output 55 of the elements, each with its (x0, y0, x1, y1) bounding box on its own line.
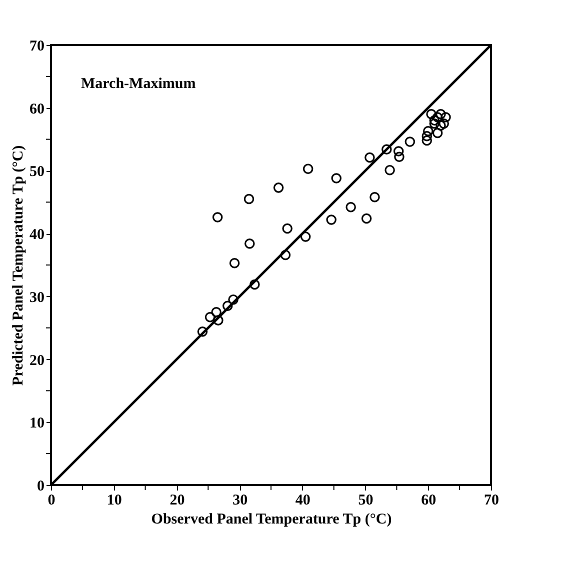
point (432, 128, 443, 138)
x-tick-label: 70 (484, 492, 499, 508)
point (250, 279, 260, 290)
point (422, 135, 432, 146)
point (204, 312, 216, 322)
y-tick-label: 10 (30, 416, 44, 432)
point (300, 232, 311, 242)
point (222, 300, 233, 311)
point (440, 112, 451, 122)
point (436, 109, 446, 120)
point (326, 214, 336, 225)
point (229, 258, 240, 268)
point (423, 126, 434, 136)
x-tick-label: 30 (232, 492, 248, 508)
x-tick-label: 0 (48, 492, 56, 508)
point (438, 118, 449, 129)
y-tick-label: 60 (30, 101, 44, 118)
point (302, 164, 314, 174)
point (331, 173, 342, 184)
point (429, 118, 440, 129)
x-tick-label: 10 (106, 492, 122, 508)
y-axis-title: Predicted Panel Temperature Tp (°C) (10, 145, 26, 386)
annotation: March-Maximum (81, 76, 196, 92)
y-tick-label: 0 (37, 478, 44, 494)
y-tick-label: 50 (30, 164, 44, 180)
y-tick-label: 30 (30, 290, 44, 306)
point (361, 213, 372, 224)
point (273, 182, 284, 193)
point (404, 136, 416, 147)
x-tick-label: 60 (421, 492, 436, 508)
point (282, 223, 292, 234)
x-tick-label: 20 (170, 492, 185, 508)
point (422, 131, 432, 142)
point (244, 238, 255, 249)
point (394, 152, 404, 162)
x-tick-label: 50 (358, 492, 374, 508)
y-tick-label: 40 (30, 227, 44, 244)
x-tick-label: 40 (295, 492, 310, 508)
point (212, 212, 223, 222)
point (197, 326, 208, 337)
point (364, 152, 375, 163)
point (384, 164, 395, 176)
point (213, 315, 224, 326)
point (393, 146, 404, 156)
point (228, 294, 238, 305)
point (280, 250, 291, 260)
point (244, 194, 254, 204)
point (370, 192, 380, 202)
y-tick-label: 20 (30, 352, 44, 369)
point (382, 144, 392, 154)
point (211, 307, 222, 318)
y-tick-label: 70 (30, 38, 44, 54)
x-axis-title: Observed Panel Temperature Tp (°C) (151, 512, 392, 528)
point (426, 109, 436, 120)
point (346, 202, 356, 212)
